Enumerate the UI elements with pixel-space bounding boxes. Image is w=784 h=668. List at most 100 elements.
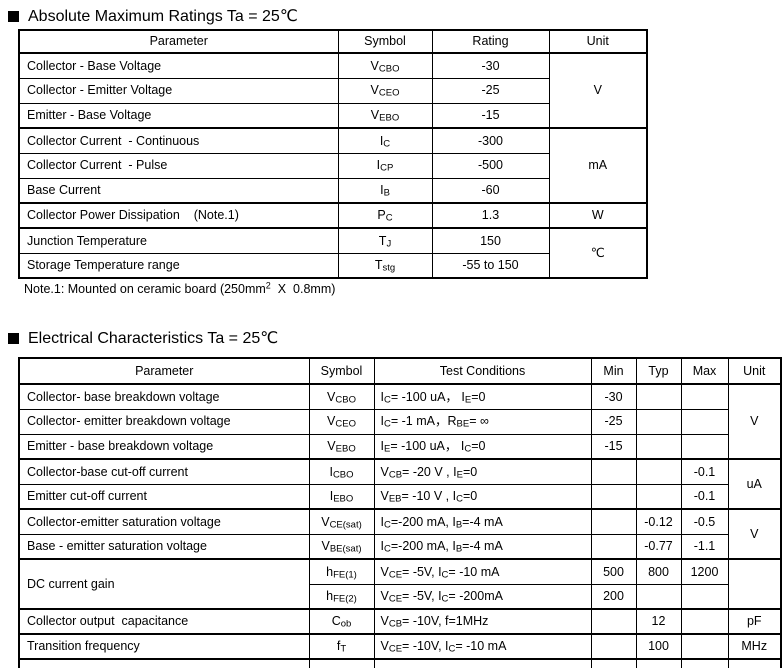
header-row: Parameter Symbol Test Conditions Min Typ…	[18, 357, 782, 385]
table-row: Collector - Emitter Voltage VCEO -25	[18, 77, 647, 104]
column-header-parameter: Parameter	[18, 29, 339, 54]
table-row: Collector- base breakdown voltage VCBO I…	[18, 383, 782, 460]
min-cell	[590, 508, 637, 535]
max-cell: -0.1	[680, 458, 729, 485]
stub-cell	[635, 658, 682, 668]
rating-cell: 150	[431, 227, 550, 254]
typ-cell: -0.12	[635, 508, 682, 535]
parameter-cell: Emitter - Base Voltage	[18, 102, 339, 129]
typ-cell: -0.77	[635, 533, 682, 560]
table-row: Emitter cut-off current IEBO VEB= -10 V …	[18, 483, 781, 510]
symbol-cell: Cob	[308, 608, 375, 635]
typ-cell: 12	[635, 608, 682, 635]
table-row: Collector Current - Continuous IC -300 m…	[18, 127, 648, 204]
stub-cell	[18, 658, 310, 668]
parameter-cell: Storage Temperature range	[18, 252, 339, 279]
test-conditions-cell: IC= -1 mA，RBE= ∞	[373, 408, 592, 435]
rating-cell: -55 to 150	[431, 252, 550, 279]
table-row: Junction Temperature TJ 150 ℃	[18, 227, 648, 279]
max-cell	[680, 408, 729, 435]
table-row: Base - emitter saturation voltage VBE(sa…	[18, 533, 781, 560]
cutoff-row-stub	[18, 658, 782, 668]
column-header-symbol: Symbol	[337, 29, 433, 54]
symbol-cell: fT	[308, 633, 375, 660]
typ-cell	[635, 483, 682, 510]
symbol-cell: VCEO	[308, 408, 375, 435]
table-row: Transition frequency fT VCE= -10V, IC= -…	[18, 633, 782, 660]
column-header-max: Max	[680, 357, 729, 385]
unit-cell: V	[727, 508, 782, 560]
parameter-cell: DC current gain	[18, 558, 310, 610]
max-cell	[680, 383, 729, 410]
parameter-cell: Base - emitter saturation voltage	[18, 533, 310, 560]
stub-cell	[373, 658, 592, 668]
symbol-cell: VCBO	[337, 52, 433, 79]
symbol-cell: VEBO	[308, 433, 375, 460]
symbol-cell: TJ	[337, 227, 433, 254]
table-row: Collector output capacitance Cob VCB= -1…	[18, 608, 782, 635]
min-cell: 500	[590, 558, 637, 585]
min-cell: -25	[590, 408, 637, 435]
max-cell	[680, 608, 729, 635]
column-header-unit: Unit	[727, 357, 782, 385]
typ-cell	[635, 583, 682, 610]
column-header-symbol: Symbol	[308, 357, 375, 385]
stub-cell	[308, 658, 375, 668]
symbol-cell: VEBO	[337, 102, 433, 129]
parameter-cell: Collector Power Dissipation (Note.1)	[18, 202, 339, 229]
column-header-min: Min	[590, 357, 637, 385]
table-row: Collector Power Dissipation (Note.1) PC …	[18, 202, 648, 229]
parameter-cell: Collector Current - Continuous	[18, 127, 339, 154]
table-row: Collector-base cut-off current ICBO VCB=…	[18, 458, 782, 510]
min-cell: -15	[590, 433, 637, 460]
test-conditions-cell: VCE= -5V, IC= -200mA	[373, 583, 592, 610]
unit-cell: V	[727, 383, 782, 460]
max-cell	[680, 583, 729, 610]
typ-cell: 800	[635, 558, 682, 585]
table-row: Collector - Base Voltage VCBO -30 V	[18, 52, 648, 129]
test-conditions-cell: VEB= -10 V , IC=0	[373, 483, 592, 510]
unit-cell: pF	[727, 608, 782, 635]
column-header-test-conditions: Test Conditions	[373, 357, 592, 385]
absolute-maximum-ratings-table: Parameter Symbol Rating Unit Collector -…	[18, 29, 648, 279]
table-row: hFE(2) VCE= -5V, IC= -200mA 200	[19, 583, 781, 610]
symbol-cell: hFE(1)	[308, 558, 375, 585]
column-header-typ: Typ	[635, 357, 682, 385]
header-row: Parameter Symbol Rating Unit	[18, 29, 648, 54]
min-cell: 200	[590, 583, 637, 610]
min-cell	[590, 608, 637, 635]
table-row: Storage Temperature range Tstg -55 to 15…	[18, 252, 647, 279]
test-conditions-cell: IC= -100 uA， IE=0	[373, 383, 592, 410]
symbol-cell: VBE(sat)	[308, 533, 375, 560]
test-conditions-cell: IC=-200 mA, IB=-4 mA	[373, 508, 592, 535]
section-bullet-icon	[8, 10, 19, 22]
section-title-absolute-maximum-ratings: Absolute Maximum Ratings Ta = 25℃	[8, 6, 298, 26]
unit-cell: V	[548, 52, 648, 129]
parameter-cell: Emitter cut-off current	[18, 483, 310, 510]
electrical-characteristics-table-wrap: Parameter Symbol Test Conditions Min Typ…	[18, 357, 784, 668]
symbol-cell: IEBO	[308, 483, 375, 510]
unit-cell: mA	[548, 127, 648, 204]
parameter-cell: Collector- base breakdown voltage	[18, 383, 310, 410]
section-title-electrical-characteristics: Electrical Characteristics Ta = 25℃	[8, 328, 278, 348]
unit-cell: ℃	[548, 227, 648, 279]
max-cell: -1.1	[680, 533, 729, 560]
table-row: Collector-emitter saturation voltage VCE…	[18, 508, 782, 560]
parameter-cell: Base Current	[18, 177, 339, 204]
table-row: Collector Current - Pulse ICP -500	[18, 152, 647, 179]
unit-cell: uA	[727, 458, 782, 510]
section-bullet-icon	[8, 332, 19, 344]
symbol-cell: VCEO	[337, 77, 433, 104]
table-row: DC current gain hFE(1) VCE= -5V, IC= -10…	[18, 558, 782, 610]
parameter-cell: Collector output capacitance	[18, 608, 310, 635]
table-row: Base Current IB -60	[18, 177, 647, 204]
unit-cell: MHz	[727, 633, 782, 660]
rating-cell: -60	[431, 177, 550, 204]
note-text: Note.1: Mounted on ceramic board (250mm2…	[24, 280, 336, 296]
max-cell	[680, 633, 729, 660]
column-header-unit: Unit	[548, 29, 648, 54]
symbol-cell: IC	[337, 127, 433, 154]
parameter-cell: Collector Current - Pulse	[18, 152, 339, 179]
rating-cell: -500	[431, 152, 550, 179]
test-conditions-cell: IC=-200 mA, IB=-4 mA	[373, 533, 592, 560]
